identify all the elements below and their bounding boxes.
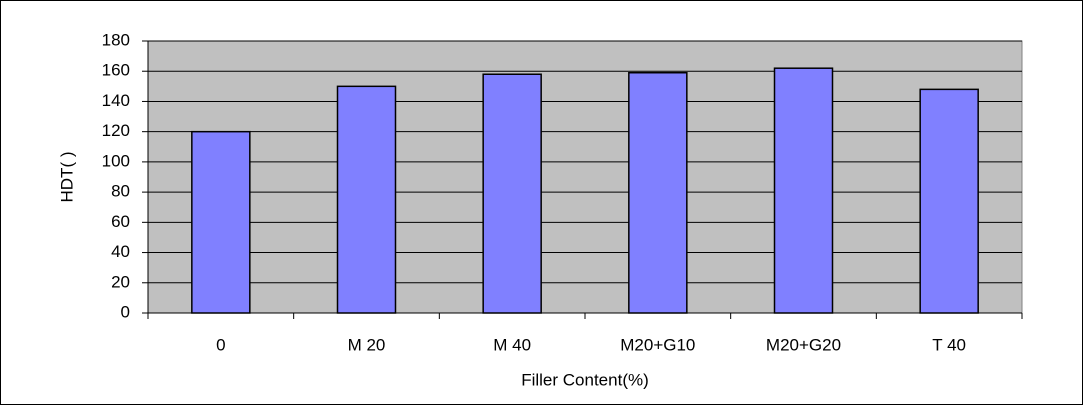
y-tick-label: 60 [111,212,130,231]
y-tick-label: 180 [102,30,130,49]
x-tick-label: T 40 [932,335,966,354]
y-tick-label: 20 [111,272,130,291]
y-tick-label: 160 [102,61,130,80]
x-tick-label: 0 [216,335,225,354]
x-axis-label: Filler Content(%) [521,370,649,389]
bar [628,71,688,314]
y-tick-label: 80 [111,182,130,201]
x-tick-label: M 20 [348,335,386,354]
y-tick-label: 40 [111,242,130,261]
bar [191,130,251,314]
bar [482,73,542,314]
y-tick-label: 120 [102,121,130,140]
bar [336,85,397,314]
y-tick-label: 0 [121,302,130,321]
plot-area [147,40,1023,314]
y-axis-label: HDT( ) [57,152,76,203]
y-tick-label: 100 [102,151,130,170]
bar [919,88,979,314]
y-tick-label: 140 [102,91,130,110]
x-tick-label: M20+G10 [620,335,695,354]
x-tick-label: M 40 [493,335,531,354]
x-tick-label: M20+G20 [766,335,841,354]
bar [773,67,834,314]
